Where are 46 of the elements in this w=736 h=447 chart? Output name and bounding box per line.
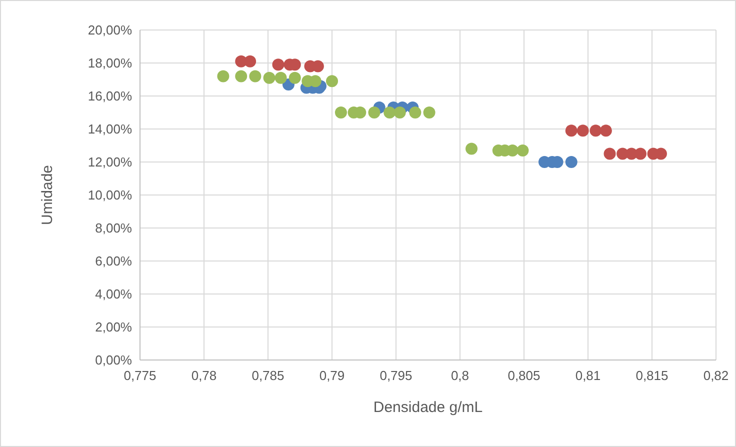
point	[409, 106, 422, 118]
x-tick-label: 0,78	[191, 368, 217, 383]
x-tick-label: 0,815	[636, 368, 668, 383]
y-tick-label: 16,00%	[88, 88, 132, 104]
point	[423, 106, 436, 118]
point	[235, 70, 248, 82]
y-tick-label: 4,00%	[95, 286, 132, 302]
point	[604, 148, 616, 160]
point	[576, 124, 589, 137]
x-tick-label: 0,775	[124, 368, 156, 383]
point	[274, 72, 287, 84]
y-tick-label: 6,00%	[95, 254, 132, 269]
point	[384, 106, 396, 118]
point	[565, 156, 578, 168]
point	[288, 72, 301, 84]
point	[466, 142, 478, 155]
y-tick-label: 0,00%	[95, 352, 132, 368]
point	[244, 55, 256, 68]
y-tick-label: 10,00%	[88, 188, 132, 203]
point	[334, 106, 347, 118]
y-tick-label: 20,00%	[88, 22, 132, 38]
y-tick-label: 18,00%	[88, 56, 132, 71]
point	[565, 124, 578, 137]
y-tick-label: 12,00%	[88, 154, 132, 170]
y-tick-label: 14,00%	[88, 122, 132, 137]
x-axis-title: Densidade g/mL	[373, 399, 483, 416]
point	[249, 70, 262, 82]
x-tick-label: 0,82	[703, 368, 729, 383]
y-axis-title: Umidade	[39, 164, 56, 226]
x-tick-label: 0,8	[450, 368, 470, 383]
x-tick-label: 0,81	[575, 368, 601, 383]
point	[590, 124, 602, 137]
point	[272, 58, 284, 71]
point	[263, 72, 276, 84]
point	[368, 106, 380, 118]
x-tick-label: 0,785	[252, 368, 284, 383]
y-tick-label: 2,00%	[95, 320, 132, 335]
point	[600, 124, 612, 137]
point	[516, 144, 529, 156]
y-tick-label: 8,00%	[95, 220, 132, 236]
x-tick-label: 0,805	[508, 368, 540, 383]
x-tick-label: 0,795	[380, 368, 412, 383]
point	[217, 70, 230, 82]
point	[394, 106, 406, 118]
x-tick-label: 0,79	[319, 368, 345, 383]
point	[326, 75, 338, 88]
